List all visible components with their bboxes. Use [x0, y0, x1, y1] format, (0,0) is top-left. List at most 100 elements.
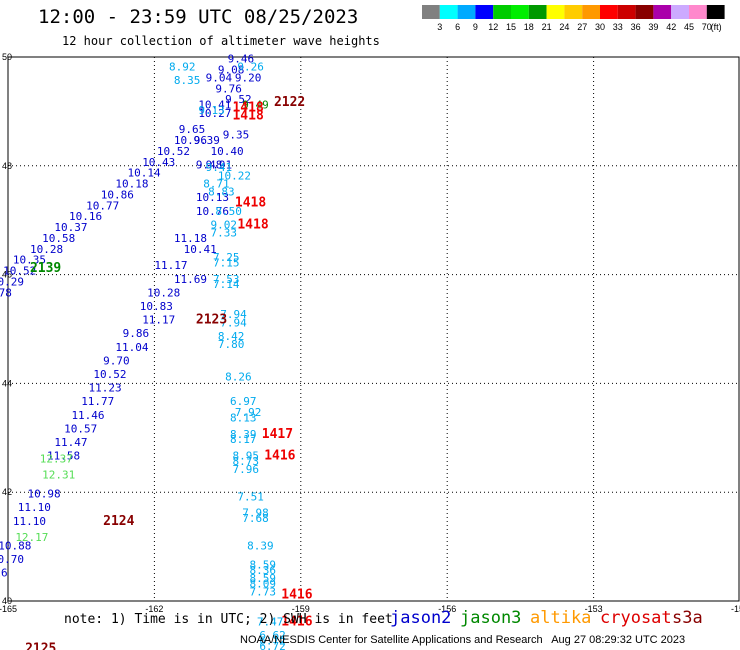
legend-s3a: s3a — [672, 608, 703, 628]
wave-height-label: 10.52 — [157, 145, 190, 158]
wave-height-label: 7.68 — [242, 512, 268, 525]
wave-height-label: 10.83 — [140, 300, 173, 313]
legend-jason2: jason2 — [390, 608, 452, 628]
colorbar-swatch — [600, 5, 618, 19]
wave-height-label: 10.88 — [0, 539, 31, 552]
colorbar-swatch — [422, 5, 440, 19]
wave-height-label: 7.53 — [213, 273, 240, 286]
colorbar-label: 12 — [488, 22, 498, 32]
colorbar-swatch — [528, 5, 547, 19]
wave-height-label: 7.14 — [213, 278, 240, 291]
wave-height-label: 8.59 — [250, 558, 277, 571]
wave-height-label: 10.58 — [42, 232, 75, 245]
wave-height-label: 11.58 — [47, 450, 80, 463]
x-tick-label: -153 — [585, 604, 603, 614]
wave-height-label: 7.47 — [257, 615, 284, 628]
wave-height-label: 10.43 — [142, 156, 175, 169]
wave-height-label: 10.28 — [30, 243, 63, 256]
pass-number-label: 2122 — [274, 95, 305, 110]
colorbar-label: 15 — [506, 22, 516, 32]
wave-height-label: 9.39 — [193, 134, 220, 147]
wave-height-label: 8.26 — [225, 371, 252, 384]
chart-title: 12:00 - 23:59 UTC 08/25/2023 — [38, 6, 359, 28]
wave-height-label: 7.33 — [211, 227, 238, 240]
wave-height-label: 12.31 — [42, 469, 75, 482]
wave-height-label: 7.98 — [242, 507, 268, 520]
legend-cryosat: cryosat — [600, 608, 672, 628]
wave-height-label: 10.13 — [196, 191, 229, 204]
wave-height-label: 10.22 — [218, 169, 251, 182]
x-tick-label: -165 — [0, 604, 17, 614]
colorbar-swatch — [546, 5, 565, 19]
x-tick-label: -150 — [731, 604, 740, 614]
pass-number-label: 2124 — [103, 514, 134, 529]
x-tick-label: -156 — [438, 604, 456, 614]
wave-height-label: 8.71 — [203, 178, 230, 191]
colorbar-label: 30 — [595, 22, 605, 32]
wave-height-label: 7.92 — [235, 406, 261, 419]
wave-height-label: 8.42 — [218, 330, 245, 343]
wave-height-label: 7.96 — [232, 463, 258, 476]
x-tick-label: -162 — [145, 604, 163, 614]
colorbar-swatch — [617, 5, 636, 19]
colorbar-label: 42 — [666, 22, 676, 32]
plot-frame — [7, 56, 740, 602]
wave-height-label: 9.41 — [206, 161, 233, 174]
wave-height-label: 10.29 — [0, 275, 24, 288]
wave-height-label: 6.62 — [259, 629, 286, 642]
pass-number-label: 1418 — [232, 109, 263, 124]
wave-height-label: 8.83 — [208, 186, 235, 199]
wave-height-label: 8.73 — [232, 455, 258, 468]
wave-height-label: 7.80 — [218, 338, 245, 351]
pass-number-label: 1417 — [262, 427, 293, 442]
wave-height-label: 10.98 — [28, 488, 61, 501]
colorbar-unit: (ft) — [711, 22, 722, 32]
wave-height-label: 9.86 — [123, 327, 149, 340]
wave-height-label: 10.70 — [0, 553, 24, 566]
pass-number-label: 2123 — [196, 313, 227, 328]
colorbar-swatch — [582, 5, 600, 19]
wave-height-label: 11.04 — [115, 341, 148, 354]
colorbar-swatch — [511, 5, 529, 19]
wave-height-label: 11.46 — [71, 409, 104, 422]
wave-height-label: 8.39 — [247, 539, 274, 552]
pass-number-label: 2139 — [30, 261, 61, 276]
wave-height-label: 8.13 — [230, 411, 256, 424]
wave-height-label: 10.40 — [211, 145, 244, 158]
wave-height-label: 10.52 — [93, 368, 126, 381]
wave-height-label: 8.59 — [250, 572, 277, 585]
y-tick-label: 46 — [2, 270, 12, 280]
legend-altika: altika — [530, 608, 592, 628]
colorbar-label: 6 — [455, 22, 460, 32]
colorbar-label: 33 — [613, 22, 623, 32]
y-tick-label: 48 — [2, 161, 12, 171]
pass-number-label: 1416 — [281, 587, 312, 602]
wave-height-label: 11.77 — [81, 395, 114, 408]
wave-height-label: 10.77 — [86, 199, 119, 212]
wave-height-label: 10.27 — [198, 107, 231, 120]
wave-height-label: 11.10 — [13, 515, 46, 528]
wave-height-label: 8.39 — [230, 428, 256, 441]
wave-height-label: 10.78 — [0, 286, 12, 299]
colorbar-label: 24 — [559, 22, 569, 32]
y-tick-label: 44 — [2, 378, 12, 388]
wave-height-label: 8.95 — [232, 450, 258, 463]
wave-height-label: 9.26 — [237, 61, 263, 74]
wave-height-label: 8.17 — [230, 433, 256, 446]
wave-height-label: 8.92 — [169, 61, 196, 74]
wave-height-label: 9.65 — [179, 123, 206, 136]
pass-number-label: 1418 — [237, 217, 268, 232]
wave-height-label: 12.17 — [15, 531, 48, 544]
y-tick-label: 42 — [2, 487, 12, 497]
wave-height-label: 9.02 — [211, 218, 238, 231]
y-tick-label: 40 — [2, 596, 12, 606]
wave-height-label: 8.35 — [174, 74, 201, 87]
y-tick-label: 50 — [2, 52, 12, 62]
wave-height-label: 11.47 — [54, 436, 87, 449]
wave-height-label: 11.69 — [174, 273, 207, 286]
colorbar-label: 3 — [437, 22, 442, 32]
colorbar-swatch — [475, 5, 494, 19]
wave-height-label: 10.96 — [174, 134, 207, 147]
